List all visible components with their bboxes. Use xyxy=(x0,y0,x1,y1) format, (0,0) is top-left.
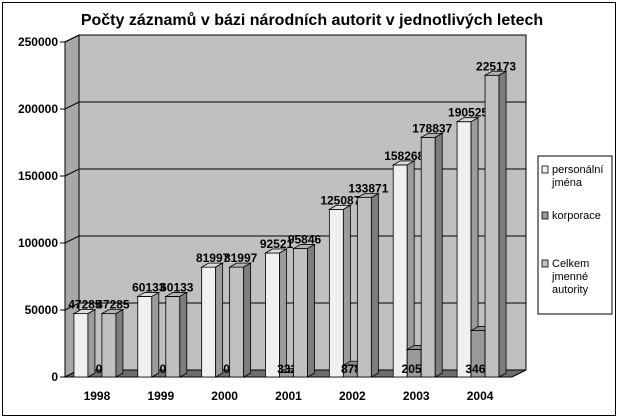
y-tick-label: 100000 xyxy=(18,236,58,250)
legend-swatch xyxy=(541,259,549,268)
bar xyxy=(420,136,436,378)
legend: personální jména korporace Celkem jmenné auto… xyxy=(537,155,613,315)
legend-swatch xyxy=(541,211,549,220)
bar xyxy=(165,296,181,378)
y-tick-label: 200000 xyxy=(18,102,58,116)
bar-side xyxy=(370,192,379,378)
bar-side xyxy=(498,70,507,378)
data-label: 125087 xyxy=(320,193,360,207)
y-tick-label: 250000 xyxy=(18,35,58,49)
bar xyxy=(229,266,245,378)
chart-title: Počty záznamů v bázi národních autorit v… xyxy=(81,12,543,29)
gridline xyxy=(64,101,526,110)
bar xyxy=(293,248,308,378)
bar xyxy=(137,296,153,378)
x-tick-label: 2001 xyxy=(275,389,302,403)
x-tick-label: 2000 xyxy=(211,389,238,403)
bar-side xyxy=(434,132,443,378)
data-label: 133871 xyxy=(348,182,388,196)
data-label: 47285 xyxy=(96,298,130,312)
bar xyxy=(201,266,217,378)
data-label: 92521 xyxy=(260,237,294,251)
bar-side xyxy=(179,291,188,378)
bar-side xyxy=(342,204,351,378)
data-label: 158268 xyxy=(384,149,424,163)
data-label: 81997 xyxy=(196,251,230,265)
legend-swatch xyxy=(541,165,549,174)
bar-side xyxy=(115,308,124,378)
y-tick-label: 50000 xyxy=(25,303,59,317)
x-tick-label: 1999 xyxy=(147,389,174,403)
bar-side xyxy=(151,291,160,378)
data-label: 81997 xyxy=(224,251,258,265)
data-label: 47285 xyxy=(68,298,102,312)
data-label: 178837 xyxy=(412,121,452,135)
legend-entry: korporace xyxy=(552,210,601,222)
x-tick-label: 2002 xyxy=(339,389,366,403)
bar-side xyxy=(279,248,287,378)
legend-box xyxy=(537,155,613,315)
bar xyxy=(101,313,117,378)
data-label: 225173 xyxy=(476,59,516,73)
legend-entry: Celkem jmenné autority xyxy=(551,258,589,296)
bar xyxy=(265,252,280,378)
data-label: 95846 xyxy=(288,233,322,247)
data-label: 0 xyxy=(159,362,166,376)
legend-entry: personální jména xyxy=(551,164,603,189)
y-tick-label: 0 xyxy=(51,370,58,384)
bar-side xyxy=(215,262,224,378)
data-label: 190525 xyxy=(448,106,488,120)
data-label: 60133 xyxy=(132,280,166,294)
x-tick-label: 2004 xyxy=(467,389,494,403)
bar xyxy=(356,197,372,378)
x-tick-label: 1998 xyxy=(84,389,111,403)
bar xyxy=(484,74,500,378)
plot-area: 0500001000001500002000002500004728504728… xyxy=(18,34,527,403)
bar-side xyxy=(87,308,96,378)
y-tick-label: 150000 xyxy=(18,169,58,183)
data-label: 0 xyxy=(96,362,103,376)
gridline xyxy=(64,168,526,177)
bar xyxy=(73,313,89,378)
bar xyxy=(328,208,344,378)
bar-side xyxy=(406,160,415,378)
data-label: 0 xyxy=(223,362,230,376)
data-label: 60133 xyxy=(160,280,194,294)
x-tick-label: 2003 xyxy=(403,389,430,403)
bar xyxy=(392,164,408,378)
bar-side xyxy=(243,262,252,378)
bar-side xyxy=(307,243,315,378)
gridline xyxy=(64,34,526,43)
bar xyxy=(456,121,472,378)
